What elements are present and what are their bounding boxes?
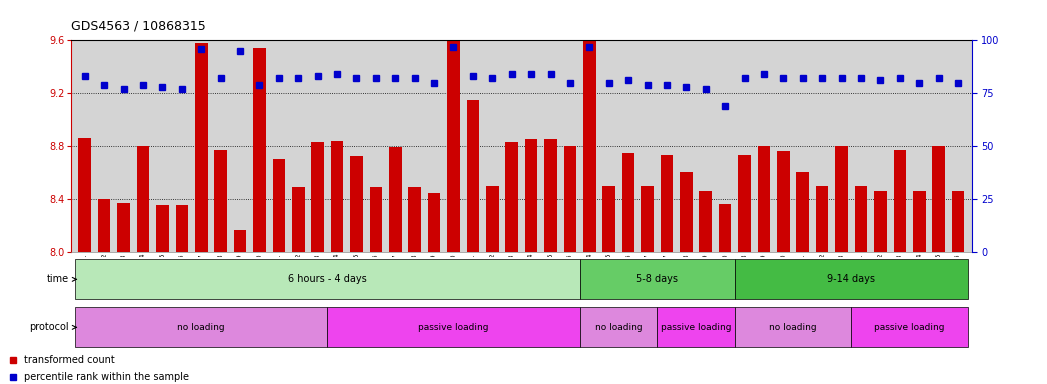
Bar bbox=[580, 308, 658, 347]
Bar bbox=[602, 185, 615, 384]
Bar bbox=[75, 260, 580, 299]
Bar bbox=[580, 260, 735, 299]
Text: no loading: no loading bbox=[770, 323, 817, 332]
Text: protocol: protocol bbox=[29, 322, 69, 333]
Text: passive loading: passive loading bbox=[661, 323, 731, 332]
Bar bbox=[292, 187, 305, 384]
Bar bbox=[311, 142, 324, 384]
Bar bbox=[272, 159, 285, 384]
Text: transformed count: transformed count bbox=[23, 356, 114, 366]
Text: no loading: no loading bbox=[595, 323, 642, 332]
Bar bbox=[719, 204, 732, 384]
Bar bbox=[117, 203, 130, 384]
Bar bbox=[350, 156, 362, 384]
Bar bbox=[893, 150, 906, 384]
Bar bbox=[854, 185, 867, 384]
Bar bbox=[389, 147, 402, 384]
Bar bbox=[486, 185, 498, 384]
Bar bbox=[408, 187, 421, 384]
Text: passive loading: passive loading bbox=[874, 323, 944, 332]
Bar bbox=[544, 139, 557, 384]
Bar bbox=[370, 187, 382, 384]
Bar bbox=[156, 205, 169, 384]
Bar bbox=[447, 40, 460, 384]
Bar bbox=[331, 141, 343, 384]
Bar bbox=[563, 146, 576, 384]
Bar bbox=[75, 308, 328, 347]
Bar bbox=[661, 155, 673, 384]
Bar bbox=[777, 151, 789, 384]
Bar bbox=[97, 199, 111, 384]
Bar bbox=[913, 191, 926, 384]
Bar bbox=[738, 155, 751, 384]
Bar bbox=[735, 308, 851, 347]
Text: time: time bbox=[47, 274, 69, 285]
Text: 9-14 days: 9-14 days bbox=[827, 274, 875, 285]
Bar bbox=[758, 146, 771, 384]
Bar bbox=[79, 138, 91, 384]
Bar bbox=[233, 230, 246, 384]
Bar bbox=[816, 185, 828, 384]
Text: passive loading: passive loading bbox=[418, 323, 489, 332]
Bar bbox=[525, 139, 537, 384]
Bar bbox=[952, 191, 964, 384]
Bar bbox=[195, 43, 207, 384]
Bar bbox=[253, 48, 266, 384]
Bar bbox=[176, 205, 188, 384]
Bar bbox=[583, 40, 596, 384]
Bar bbox=[851, 308, 967, 347]
Bar bbox=[735, 260, 967, 299]
Bar bbox=[641, 185, 653, 384]
Bar bbox=[932, 146, 945, 384]
Text: no loading: no loading bbox=[177, 323, 225, 332]
Bar bbox=[506, 142, 518, 384]
Bar bbox=[622, 152, 634, 384]
Text: 5-8 days: 5-8 days bbox=[637, 274, 678, 285]
Text: 6 hours - 4 days: 6 hours - 4 days bbox=[288, 274, 366, 285]
Bar bbox=[874, 191, 887, 384]
Bar bbox=[681, 172, 693, 384]
Bar bbox=[215, 150, 227, 384]
Bar bbox=[836, 146, 848, 384]
Bar bbox=[467, 100, 480, 384]
Bar bbox=[328, 308, 580, 347]
Text: GDS4563 / 10868315: GDS4563 / 10868315 bbox=[71, 20, 206, 33]
Bar bbox=[699, 191, 712, 384]
Bar bbox=[797, 172, 809, 384]
Bar bbox=[658, 308, 735, 347]
Bar bbox=[428, 194, 441, 384]
Bar bbox=[137, 146, 150, 384]
Text: percentile rank within the sample: percentile rank within the sample bbox=[23, 372, 188, 382]
